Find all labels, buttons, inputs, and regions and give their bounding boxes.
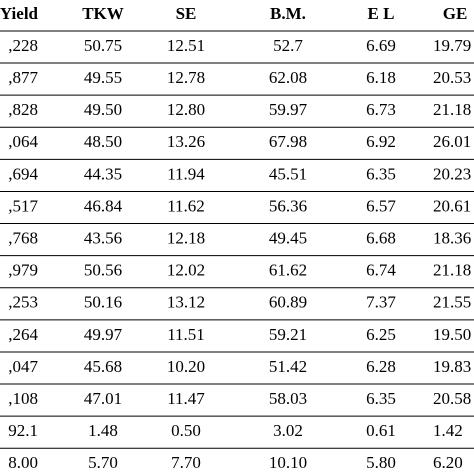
cell: 6.69 — [366, 36, 396, 55]
cell: 59.97 — [269, 100, 308, 119]
cell: 47.01 — [84, 389, 122, 408]
cell: 3.02 — [273, 421, 303, 440]
cell: 8.00 — [8, 453, 38, 472]
cell: 11.94 — [167, 164, 205, 183]
cell: 67.98 — [269, 132, 307, 151]
cell: 13.26 — [167, 132, 205, 151]
cell: 13.12 — [167, 293, 205, 312]
cell: 56.36 — [269, 196, 307, 215]
cell: 7.37 — [366, 293, 396, 312]
cell: ,064 — [8, 132, 38, 151]
cell: 20.58 — [433, 389, 471, 408]
cell: 0.61 — [366, 421, 396, 440]
cell: 6.68 — [366, 229, 396, 248]
cell: 19.50 — [433, 325, 471, 344]
cell: 11.62 — [167, 196, 205, 215]
cell: 10.10 — [269, 453, 307, 472]
cell: 12.51 — [167, 36, 205, 55]
cell: 46.84 — [84, 196, 123, 215]
cell: ,047 — [8, 357, 38, 376]
cell: 58.03 — [269, 389, 307, 408]
cell: 49.97 — [84, 325, 123, 344]
column-header: B.M. — [270, 4, 306, 23]
cell: 6.74 — [366, 261, 396, 280]
cell: 20.53 — [433, 68, 471, 87]
cell: 21.55 — [433, 293, 471, 312]
cell: 50.16 — [84, 293, 122, 312]
cell: 61.62 — [269, 261, 307, 280]
cell: 6.28 — [366, 357, 396, 376]
cell: 12.78 — [167, 68, 205, 87]
cell: 19.79 — [433, 36, 471, 55]
column-header: TKW — [82, 4, 124, 23]
cell: 51.42 — [269, 357, 307, 376]
cell: 12.80 — [167, 100, 205, 119]
cell: 19.83 — [433, 357, 471, 376]
cell: 6.35 — [366, 164, 396, 183]
cell: 6.92 — [366, 132, 396, 151]
cell: 6.18 — [366, 68, 396, 87]
cell: 92.1 — [8, 421, 38, 440]
cell: ,517 — [8, 196, 38, 215]
cell: 1.48 — [88, 421, 118, 440]
cell: 49.55 — [84, 68, 122, 87]
cell: 48.50 — [84, 132, 122, 151]
cell: 50.56 — [84, 261, 122, 280]
cell: 12.18 — [167, 229, 205, 248]
cell: 5.70 — [88, 453, 118, 472]
cell: 6.35 — [366, 389, 396, 408]
cell: 45.68 — [84, 357, 122, 376]
cell: 21.18 — [433, 261, 471, 280]
cell: 43.56 — [84, 229, 122, 248]
cell: 21.18 — [433, 100, 471, 119]
cell: 52.7 — [273, 36, 303, 55]
cell: ,768 — [8, 229, 38, 248]
cell: 6.25 — [366, 325, 396, 344]
cell: 6.20 — [433, 453, 463, 472]
cell: ,228 — [8, 36, 38, 55]
cell: 5.80 — [366, 453, 396, 472]
cell: 20.61 — [433, 196, 471, 215]
cell: ,253 — [8, 293, 38, 312]
cell: ,979 — [8, 261, 38, 280]
cell: ,694 — [8, 164, 38, 183]
column-header: E L — [368, 4, 395, 23]
cell: ,108 — [8, 389, 38, 408]
cell: 1.42 — [433, 421, 463, 440]
cell: 11.47 — [167, 389, 205, 408]
cell: 18.36 — [433, 229, 471, 248]
cell: 0.50 — [171, 421, 201, 440]
column-header: SE — [176, 4, 197, 23]
cell: 6.57 — [366, 196, 396, 215]
column-header: GE — [443, 4, 468, 23]
cell: 12.02 — [167, 261, 205, 280]
cell: ,877 — [8, 68, 38, 87]
cell: 26.01 — [433, 132, 471, 151]
cell: 60.89 — [269, 293, 307, 312]
column-header: Yield — [0, 4, 39, 23]
cell: 49.50 — [84, 100, 122, 119]
cell: 59.21 — [269, 325, 307, 344]
cell: 49.45 — [269, 229, 307, 248]
cell: ,828 — [8, 100, 38, 119]
cell: 20.23 — [433, 164, 471, 183]
cell: 44.35 — [84, 164, 122, 183]
cell: 6.73 — [366, 100, 396, 119]
cell: 45.51 — [269, 164, 307, 183]
cell: 7.70 — [171, 453, 201, 472]
cell: 50.75 — [84, 36, 122, 55]
cell: 62.08 — [269, 68, 307, 87]
cell: 11.51 — [167, 325, 205, 344]
cell: 10.20 — [167, 357, 205, 376]
cell: ,264 — [8, 325, 38, 344]
